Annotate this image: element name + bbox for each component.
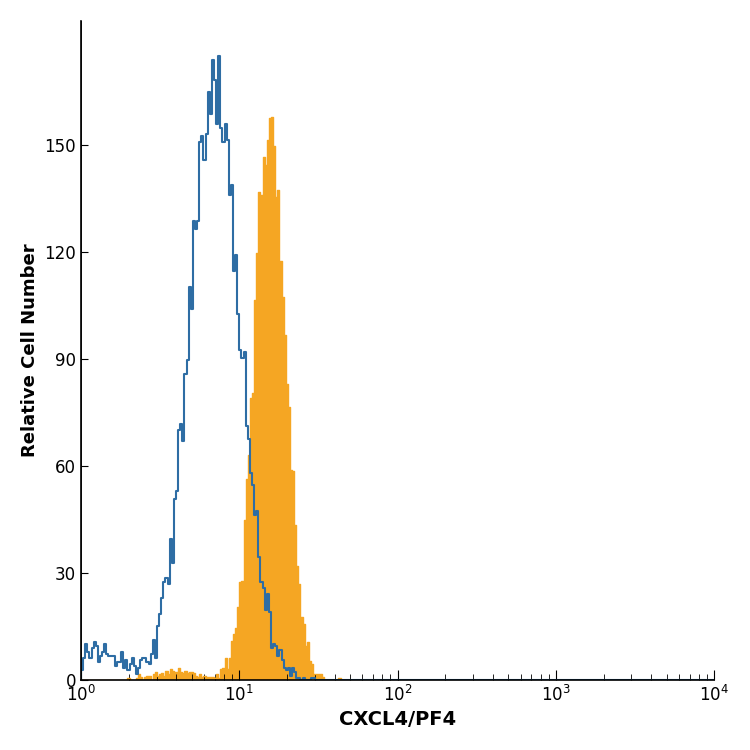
Y-axis label: Relative Cell Number: Relative Cell Number xyxy=(21,244,39,457)
X-axis label: CXCL4/PF4: CXCL4/PF4 xyxy=(339,710,456,729)
Polygon shape xyxy=(81,117,714,680)
